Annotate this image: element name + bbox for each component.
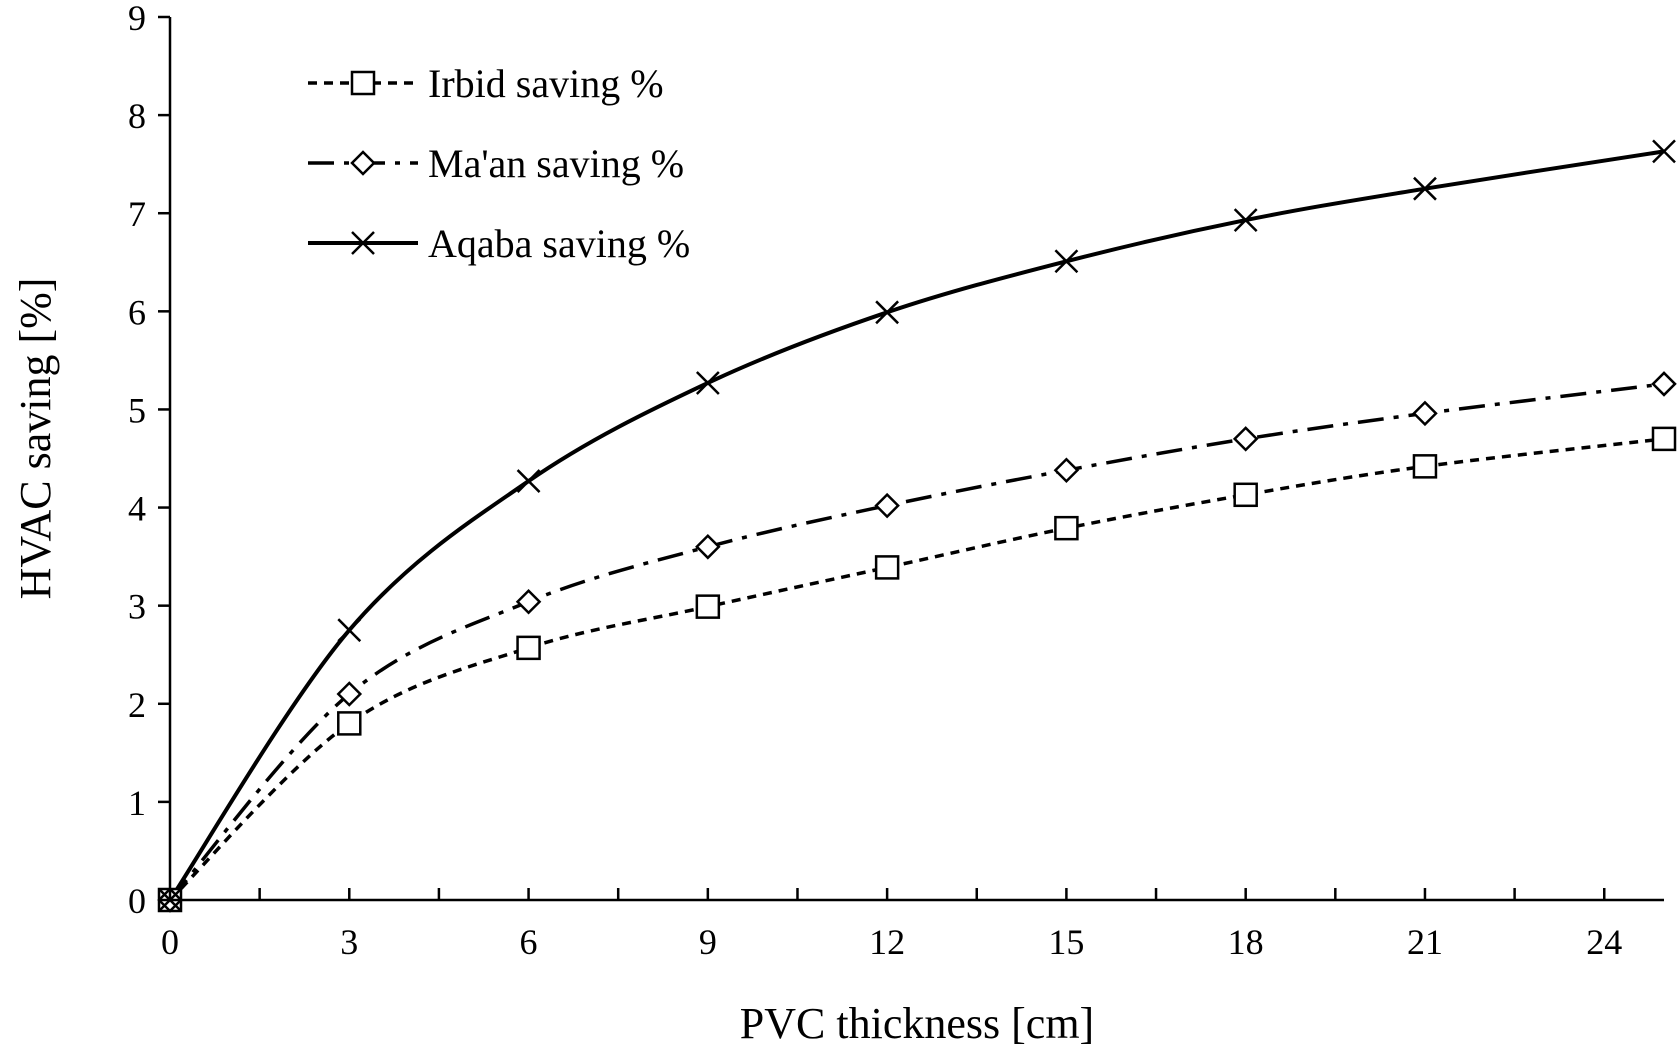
x-tick-label: 15 [1048, 922, 1084, 962]
marker-stroke [875, 300, 900, 325]
y-tick-label: 2 [128, 685, 146, 725]
legend-label-irbid-saving: Irbid saving % [428, 61, 664, 106]
y-tick-label: 1 [128, 783, 146, 823]
data-point-irbid-saving [1651, 426, 1677, 452]
series-line-aqaba-saving [168, 149, 1665, 902]
plot-markers [157, 139, 1677, 913]
marker-stroke [1652, 139, 1676, 164]
legend-marker-aqaba-saving [351, 231, 375, 255]
data-point-ma-an-saving [1412, 400, 1438, 427]
y-tick-label: 9 [128, 0, 146, 38]
legend-marker-ma-an-saving [350, 150, 376, 176]
y-tick-label: 3 [128, 587, 146, 627]
y-tick-label: 7 [128, 194, 146, 234]
data-point-aqaba-saving [516, 469, 541, 493]
data-point-irbid-saving [1233, 482, 1258, 508]
series-line-ma-an-saving [168, 382, 1665, 902]
data-point-ma-an-saving [874, 492, 900, 519]
legend-marker-irbid-saving [350, 70, 376, 96]
data-point-irbid-saving [516, 635, 541, 661]
data-point-aqaba-saving [1233, 208, 1258, 232]
data-point-irbid-saving [695, 594, 721, 619]
data-point-ma-an-saving [336, 681, 363, 707]
y-tick-label: 6 [128, 292, 146, 332]
data-point-aqaba-saving [1413, 176, 1437, 201]
data-point-ma-an-saving [515, 588, 542, 615]
x-tick-label: 6 [520, 922, 538, 962]
data-point-aqaba-saving [1054, 249, 1079, 274]
marker-stroke [1054, 249, 1079, 274]
marker-stroke [351, 231, 375, 255]
marker-stroke [1233, 208, 1258, 232]
x-tick-label: 21 [1407, 922, 1443, 962]
x-tick-label: 12 [869, 922, 905, 962]
x-tick-label: 0 [161, 922, 179, 962]
x-tick-label: 3 [340, 922, 358, 962]
x-tick-label: 24 [1586, 922, 1622, 962]
data-point-aqaba-saving [875, 300, 900, 325]
legend: Irbid saving % Ma'an saving % Aqaba saving… [308, 61, 690, 266]
marker-stroke [1413, 176, 1437, 201]
y-tick-label: 5 [128, 390, 146, 430]
y-tick-label: 4 [128, 489, 146, 529]
data-point-aqaba-saving [1652, 139, 1676, 164]
legend-label-aqaba-saving: Aqaba saving % [428, 221, 690, 266]
y-axis-title: HVAC saving [%] [11, 278, 60, 600]
data-point-irbid-saving [337, 711, 362, 736]
x-axis-title: PVC thickness [cm] [740, 999, 1094, 1047]
plot-lines [168, 149, 1665, 902]
data-point-irbid-saving [1412, 454, 1438, 479]
series-line-irbid-saving [168, 437, 1665, 902]
data-point-irbid-saving [874, 555, 900, 580]
data-point-ma-an-saving [695, 534, 721, 560]
y-tick-label: 8 [128, 96, 146, 136]
data-point-aqaba-saving [695, 371, 720, 395]
data-point-irbid-saving [1054, 515, 1079, 541]
y-tick-label: 0 [128, 881, 146, 921]
data-point-ma-an-saving [1053, 457, 1080, 484]
data-point-aqaba-saving [337, 618, 362, 643]
data-point-ma-an-saving [1232, 426, 1259, 452]
marker-stroke [516, 469, 541, 493]
x-tick-label: 9 [699, 922, 717, 962]
marker-stroke [695, 371, 720, 395]
data-point-ma-an-saving [1651, 371, 1677, 397]
legend-label-ma-an-saving: Ma'an saving % [428, 141, 684, 186]
marker-stroke [337, 618, 362, 643]
x-tick-label: 18 [1228, 922, 1264, 962]
